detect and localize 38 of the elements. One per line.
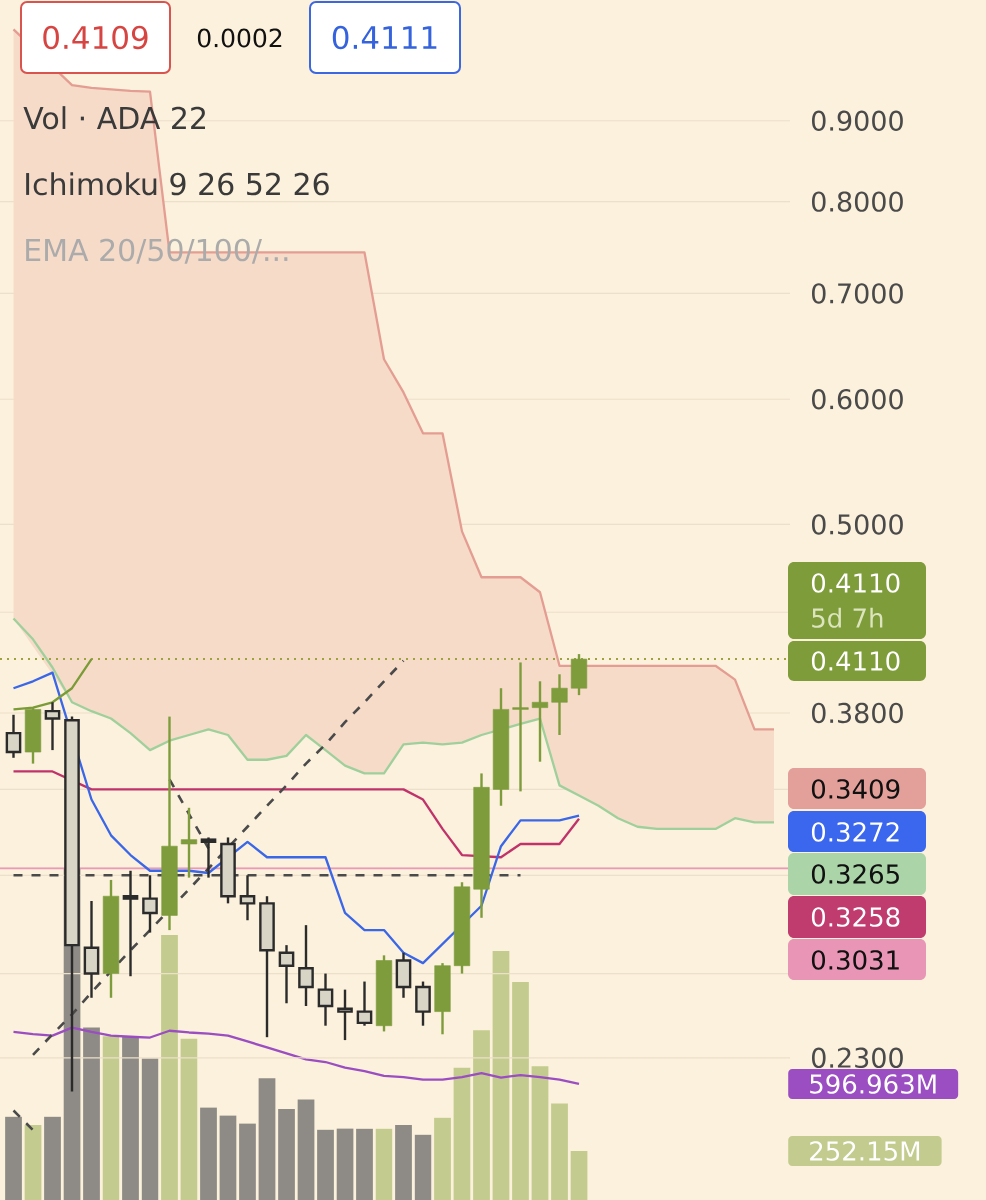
- candlestick: [298, 923, 314, 1008]
- candlestick: [551, 673, 568, 737]
- candlestick: [180, 806, 198, 879]
- candlestick: [122, 869, 139, 978]
- y-tick-label: 0.9000: [811, 110, 903, 131]
- annotation: Ichimoku 9 26 52 26: [26, 172, 329, 196]
- text: 0.3409: [811, 779, 900, 799]
- text: 0.4110: [811, 573, 900, 593]
- candlestick: [5, 713, 22, 759]
- annotation: 0.0002: [197, 28, 282, 48]
- candlestick: [512, 661, 529, 793]
- y-tick-label: 0.7000: [811, 283, 903, 304]
- candlestick: [337, 988, 353, 1042]
- candlestick: [356, 980, 373, 1027]
- candlestick: [200, 836, 217, 879]
- y-tick-label: 0.3800: [811, 702, 903, 724]
- annotation: 0.4111: [332, 25, 437, 50]
- text: 0.3265: [811, 864, 899, 884]
- candlestick: [278, 943, 295, 1005]
- candlestick: [142, 874, 158, 934]
- text: 0.3272: [811, 822, 899, 842]
- candlestick: [239, 874, 256, 922]
- annotation: 0.4109: [43, 25, 148, 50]
- line-series: [12, 1026, 581, 1086]
- y2-tick-label: 596.963M: [810, 1074, 936, 1094]
- annotation: Vol · ADA 22: [23, 106, 206, 130]
- candlestick: [531, 680, 549, 763]
- y-tick-label: 0.2300: [811, 1047, 903, 1068]
- y-tick-label: 0.6000: [811, 389, 903, 410]
- text: 0.3031: [811, 950, 899, 970]
- candlestick: [44, 701, 61, 752]
- y-tick-label: 0.5000: [811, 514, 903, 535]
- candlestick: [317, 972, 334, 1027]
- y-tick-label: 0.8000: [811, 191, 903, 212]
- text: 5d 7h: [812, 607, 883, 628]
- text: 0.3258: [811, 907, 900, 927]
- text: 0.4110: [811, 651, 900, 671]
- y2-tick-label: 252.15M: [810, 1141, 920, 1161]
